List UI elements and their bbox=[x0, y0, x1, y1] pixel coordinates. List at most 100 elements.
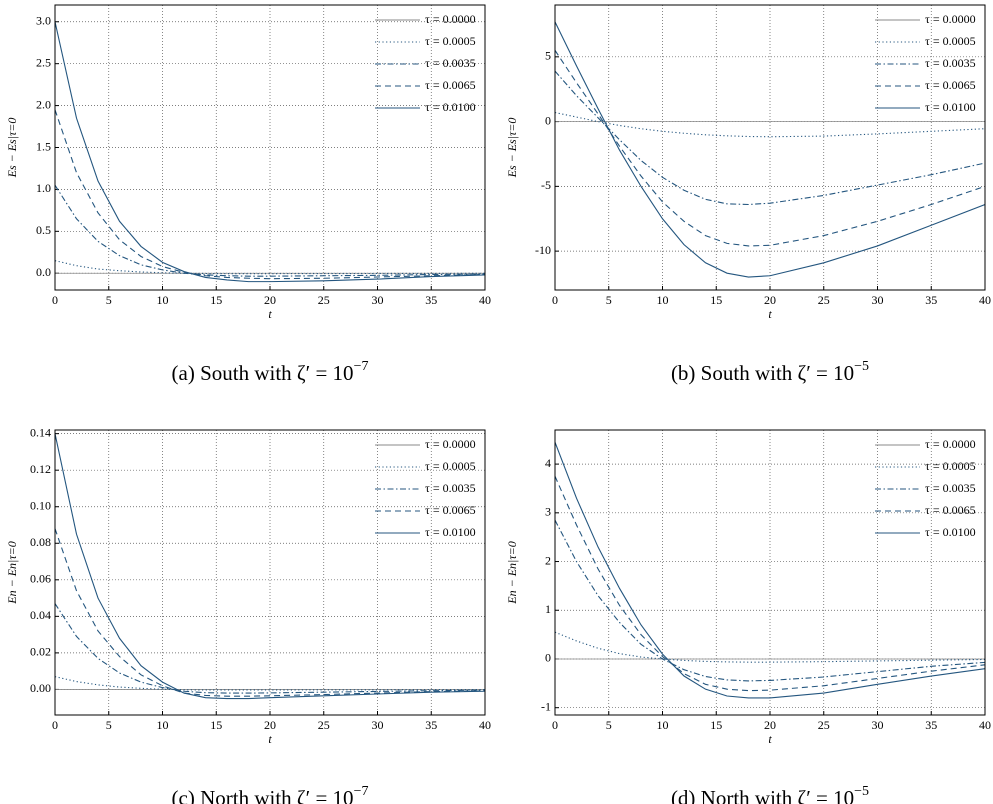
series-line bbox=[55, 528, 485, 697]
y-axis-label: Es − Es|τ=0 bbox=[505, 118, 519, 179]
y-tick-label: 0.06 bbox=[30, 572, 51, 586]
x-tick-label: 15 bbox=[210, 293, 222, 307]
x-tick-label: 5 bbox=[606, 293, 612, 307]
x-tick-label: 40 bbox=[479, 718, 491, 732]
x-tick-label: 0 bbox=[552, 293, 558, 307]
x-tick-label: 10 bbox=[157, 718, 169, 732]
x-tick-label: 25 bbox=[818, 718, 830, 732]
y-tick-label: 1.5 bbox=[36, 139, 51, 153]
x-tick-label: 35 bbox=[425, 293, 437, 307]
caption-text: (c) North with ζ′ = 10 bbox=[172, 786, 354, 804]
legend-label: τ = 0.0035 bbox=[925, 56, 976, 70]
series-line bbox=[55, 603, 485, 694]
x-tick-label: 15 bbox=[210, 718, 222, 732]
y-tick-label: 1.0 bbox=[36, 181, 51, 195]
legend-label: τ = 0.0000 bbox=[425, 12, 476, 26]
panel: 0 5 10 15 20 25 30 35 40 0.0 0.5 1.0 1.5 2.0 2.5 3.0 τ =… bbox=[5, 4, 491, 385]
x-tick-label: 20 bbox=[764, 718, 776, 732]
series-line bbox=[555, 50, 985, 247]
y-tick-label: 1 bbox=[545, 602, 551, 616]
plot-frame bbox=[54, 4, 486, 291]
x-tick-label: 30 bbox=[372, 718, 384, 732]
y-axis-label: En − En|τ=0 bbox=[5, 541, 19, 604]
x-axis-label: t bbox=[268, 732, 272, 746]
legend-label: τ = 0.0100 bbox=[925, 100, 976, 114]
caption: (a) South with ζ′ = 10−7 bbox=[172, 359, 369, 385]
legend-label: τ = 0.0065 bbox=[925, 503, 976, 517]
y-tick-label: 5 bbox=[545, 49, 551, 63]
x-tick-label: 35 bbox=[925, 718, 937, 732]
series-line bbox=[55, 184, 485, 277]
legend-label: τ = 0.0005 bbox=[425, 34, 476, 48]
x-tick-label: 0 bbox=[52, 718, 58, 732]
plot-frame bbox=[54, 429, 486, 716]
x-tick-label: 30 bbox=[872, 718, 884, 732]
series-line bbox=[555, 111, 985, 138]
x-tick-label: 10 bbox=[657, 293, 669, 307]
caption-text: (b) South with ζ′ = 10 bbox=[671, 361, 854, 385]
x-tick-label: 10 bbox=[657, 718, 669, 732]
y-axis-label: En − En|τ=0 bbox=[505, 541, 519, 604]
y-tick-label: -1 bbox=[541, 699, 551, 713]
y-tick-label: 3.0 bbox=[36, 14, 51, 28]
series-line bbox=[555, 631, 985, 663]
y-tick-label: 0.0 bbox=[36, 265, 51, 279]
legend-label: τ = 0.0100 bbox=[425, 525, 476, 539]
y-tick-label: 2.5 bbox=[36, 55, 51, 69]
legend-label: τ = 0.0100 bbox=[425, 100, 476, 114]
legend-label: τ = 0.0100 bbox=[925, 525, 976, 539]
y-tick-label: 0.00 bbox=[30, 681, 51, 695]
caption-exponent: −7 bbox=[354, 784, 369, 799]
y-tick-label: -5 bbox=[541, 178, 551, 192]
y-tick-label: 3 bbox=[545, 505, 551, 519]
series-line bbox=[55, 109, 485, 280]
x-tick-label: 20 bbox=[764, 293, 776, 307]
caption-exponent: −5 bbox=[854, 359, 869, 374]
x-axis-label: t bbox=[268, 307, 272, 321]
x-tick-label: 30 bbox=[872, 293, 884, 307]
x-tick-label: 0 bbox=[52, 293, 58, 307]
x-tick-label: 15 bbox=[710, 293, 722, 307]
legend-label: τ = 0.0005 bbox=[925, 34, 976, 48]
x-tick-label: 25 bbox=[818, 293, 830, 307]
x-tick-label: 20 bbox=[264, 718, 276, 732]
x-tick-label: 25 bbox=[318, 293, 330, 307]
x-tick-label: 25 bbox=[318, 718, 330, 732]
y-tick-label: 0 bbox=[545, 113, 551, 127]
caption: (c) North with ζ′ = 10−7 bbox=[172, 784, 369, 804]
x-tick-label: 40 bbox=[479, 293, 491, 307]
legend-label: τ = 0.0005 bbox=[925, 459, 976, 473]
legend-label: τ = 0.0065 bbox=[425, 78, 476, 92]
legend-label: τ = 0.0000 bbox=[925, 12, 976, 26]
x-tick-label: 5 bbox=[106, 293, 112, 307]
y-tick-label: 0.02 bbox=[30, 645, 51, 659]
caption: (d) North with ζ′ = 10−5 bbox=[671, 784, 869, 804]
y-axis-label: Es − Es|τ=0 bbox=[5, 118, 19, 179]
x-tick-label: 0 bbox=[552, 718, 558, 732]
y-tick-label: 4 bbox=[545, 456, 551, 470]
y-tick-label: 0.14 bbox=[30, 425, 51, 439]
y-tick-label: 0.04 bbox=[30, 608, 51, 622]
caption-text: (a) South with ζ′ = 10 bbox=[172, 361, 354, 385]
y-tick-label: 0.08 bbox=[30, 535, 51, 549]
y-tick-label: 0 bbox=[545, 651, 551, 665]
x-axis-label: t bbox=[768, 732, 772, 746]
legend-label: τ = 0.0035 bbox=[425, 56, 476, 70]
series-line bbox=[55, 21, 485, 283]
panel: 0 5 10 15 20 25 30 35 40 0.00 0.02 0.04 0.06 0.08 0.10… bbox=[5, 425, 491, 804]
x-tick-label: 30 bbox=[372, 293, 384, 307]
panel: 0 5 10 15 20 25 30 35 40 -10 -5 0 5 τ = 0.0000 τ = 0.0… bbox=[505, 4, 991, 385]
y-tick-label: 2.0 bbox=[36, 97, 51, 111]
legend-label: τ = 0.0065 bbox=[925, 78, 976, 92]
caption-exponent: −5 bbox=[854, 784, 869, 799]
x-tick-label: 40 bbox=[979, 718, 991, 732]
y-tick-label: 0.5 bbox=[36, 223, 51, 237]
x-tick-label: 10 bbox=[157, 293, 169, 307]
series-line bbox=[555, 441, 985, 699]
x-tick-label: 40 bbox=[979, 293, 991, 307]
legend-label: τ = 0.0065 bbox=[425, 503, 476, 517]
legend-label: τ = 0.0035 bbox=[425, 481, 476, 495]
series-line bbox=[55, 260, 485, 275]
x-tick-label: 15 bbox=[710, 718, 722, 732]
